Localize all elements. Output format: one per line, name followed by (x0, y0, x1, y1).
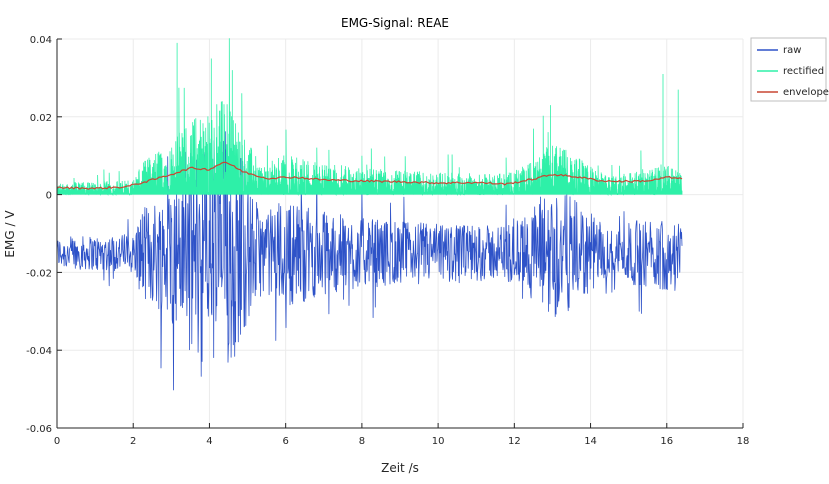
legend-label-envelope: envelope (783, 87, 829, 98)
legend-box (750, 37, 827, 102)
chart-title: EMG-Signal: REAE (341, 16, 449, 30)
x-tick-label: 0 (54, 436, 60, 447)
x-tick-label: 16 (660, 436, 673, 447)
legend-label-rectified: rectified (783, 66, 824, 77)
y-tick-label: 0.02 (30, 113, 52, 124)
series-line-raw (56, 131, 683, 391)
legend[interactable]: raw rectified envelope (750, 37, 829, 102)
series-layer (56, 38, 683, 391)
x-tick-label: 10 (432, 436, 445, 447)
series-line-rectified (56, 38, 683, 197)
x-tick-label: 18 (737, 436, 750, 447)
x-tick-label: 8 (359, 436, 365, 447)
y-tick-label: 0.04 (30, 35, 52, 46)
x-tick-label: 6 (282, 436, 288, 447)
x-tick-label: 2 (130, 436, 136, 447)
x-tick-label: 12 (508, 436, 521, 447)
x-axis-label: Zeit /s (381, 461, 419, 475)
x-tick-label: 14 (584, 436, 597, 447)
series-line-envelope (56, 161, 683, 190)
y-axis-label: EMG / V (3, 210, 17, 258)
axes: 0 2 4 6 8 10 12 14 16 18 -0.06 -0.04 -0.02 0 0.02 0.04 (26, 35, 749, 447)
y-tick-label: -0.04 (26, 346, 52, 357)
y-tick-label: 0 (46, 191, 52, 202)
y-tick-label: -0.02 (26, 268, 52, 279)
y-tick-label: -0.06 (26, 424, 52, 435)
x-tick-label: 4 (206, 436, 212, 447)
legend-label-raw: raw (783, 45, 801, 56)
